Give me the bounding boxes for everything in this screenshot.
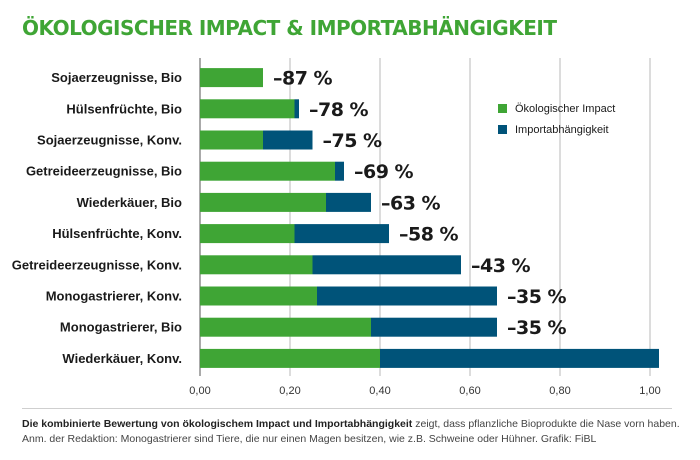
- category-labels: Sojaerzeugnisse, Bio Hülsenfrüchte, Bio So…: [12, 70, 182, 366]
- percent-annotation: –87 %: [273, 68, 333, 90]
- category-label: Getreideerzeugnisse, Bio: [26, 164, 182, 179]
- chart-caption: Die kombinierte Bewertung von ökologisch…: [22, 417, 682, 447]
- bar-import-dependency: [380, 348, 659, 368]
- bar-ecological-impact: [200, 99, 295, 119]
- bar-import-dependency: [312, 255, 461, 275]
- bar-ecological-impact: [200, 68, 263, 88]
- bar-ecological-impact: [200, 192, 326, 212]
- bar-ecological-impact: [200, 317, 371, 337]
- category-label: Wiederkäuer, Konv.: [62, 351, 182, 366]
- percent-annotation: –43 %: [471, 255, 531, 277]
- bar-import-dependency: [335, 161, 344, 181]
- bar-import-dependency: [294, 224, 389, 244]
- bars: [200, 68, 659, 368]
- percent-annotation: –35 %: [507, 286, 567, 308]
- percent-annotation: –69 %: [354, 161, 414, 183]
- legend: Ökologischer Impact Importabhängigkeit: [498, 103, 615, 136]
- bar-import-dependency: [263, 130, 313, 150]
- bar-ecological-impact: [200, 161, 335, 181]
- percent-annotation: –75 %: [323, 130, 383, 152]
- bar-ecological-impact: [200, 255, 313, 275]
- category-label: Monogastrierer, Konv.: [46, 289, 182, 304]
- caption-bold: Die kombinierte Bewertung von ökologisch…: [22, 418, 413, 430]
- category-label: Hülsenfrüchte, Bio: [66, 101, 182, 116]
- percent-annotation: –58 %: [399, 224, 459, 246]
- x-tick-label: 0,20: [279, 385, 300, 397]
- percent-annotation: –78 %: [309, 99, 369, 121]
- x-tick-label: 0,40: [369, 385, 390, 397]
- category-label: Monogastrierer, Bio: [60, 320, 182, 335]
- bar-import-dependency: [371, 317, 497, 337]
- bar-ecological-impact: [200, 348, 380, 368]
- category-label: Sojaerzeugnisse, Bio: [51, 70, 182, 85]
- bar-import-dependency: [326, 192, 371, 212]
- legend-label: Importabhängigkeit: [515, 124, 609, 136]
- bar-import-dependency: [317, 286, 497, 306]
- x-tick-label: 1,00: [639, 385, 660, 397]
- x-tick-label: 0,00: [189, 385, 210, 397]
- caption-divider: [22, 408, 672, 409]
- bar-chart: Sojaerzeugnisse, Bio Hülsenfrüchte, Bio So…: [12, 58, 661, 397]
- category-label: Sojaerzeugnisse, Konv.: [37, 133, 182, 148]
- bar-ecological-impact: [200, 286, 317, 306]
- percent-annotation: –35 %: [507, 317, 567, 339]
- legend-swatch: [498, 104, 507, 113]
- legend-label: Ökologischer Impact: [515, 103, 615, 115]
- x-axis-ticks: 0,00 0,20 0,40 0,60 0,80 1,00: [189, 385, 660, 397]
- caption-note: Anm. der Redaktion: Monogastrierer sind …: [22, 433, 597, 445]
- percent-annotation: –63 %: [381, 192, 441, 214]
- category-label: Getreideerzeugnisse, Konv.: [12, 257, 182, 272]
- x-tick-label: 0,60: [459, 385, 480, 397]
- caption-rest: zeigt, dass pflanzliche Bioprodukte die …: [412, 418, 680, 430]
- bar-ecological-impact: [200, 224, 295, 244]
- x-tick-label: 0,80: [549, 385, 570, 397]
- bar-import-dependency: [294, 99, 299, 119]
- legend-swatch: [498, 125, 507, 134]
- category-label: Hülsenfrüchte, Konv.: [52, 226, 182, 241]
- percent-annotations: –87 % –78 % –75 % –69 % –63 % –58 % –43 % –35 %…: [273, 68, 567, 340]
- bar-ecological-impact: [200, 130, 263, 150]
- chart-title: ÖKOLOGISCHER IMPACT & IMPORTABHÄNGIGKEIT: [22, 16, 557, 40]
- category-label: Wiederkäuer, Bio: [77, 195, 182, 210]
